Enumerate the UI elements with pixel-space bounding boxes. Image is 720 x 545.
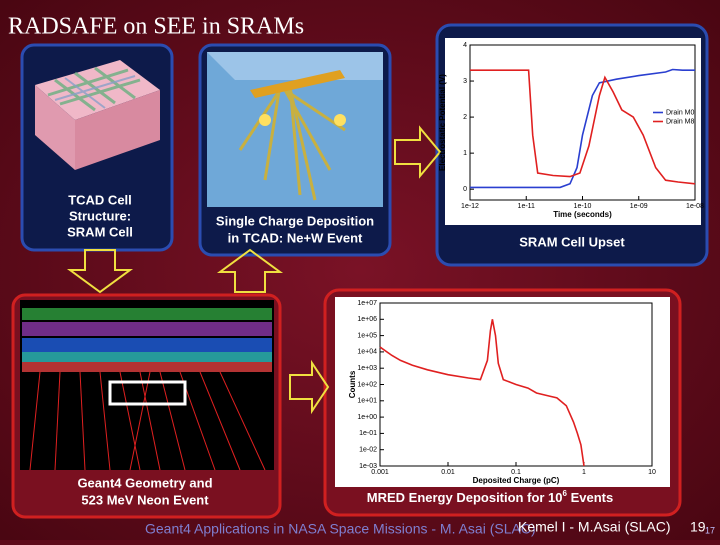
cell-image: [35, 60, 160, 170]
y-axis-label: Electrostatic Potential (V): [438, 74, 447, 171]
y-tick-label: 1: [463, 150, 467, 157]
x-tick-label: 1e-08: [686, 203, 704, 210]
y-tick-label: 1e+04: [357, 349, 377, 356]
y-tick-label: 1e-02: [359, 447, 377, 454]
y-tick-label: 0: [463, 186, 467, 193]
chart-background: [335, 297, 670, 487]
geant4-image: [20, 300, 274, 471]
x-tick-label: 1e-10: [574, 203, 592, 210]
y-tick-label: 1e+02: [357, 381, 377, 388]
caption: 523 MeV Neon Event: [81, 492, 209, 507]
y-tick-label: 1e+06: [357, 316, 377, 323]
caption-superscript: 6: [563, 489, 568, 498]
legend-label: Drain M8: [666, 118, 695, 125]
y-axis-label: Counts: [348, 370, 357, 398]
y-tick-label: 1e+03: [357, 365, 377, 372]
y-tick-label: 1e-01: [359, 430, 377, 437]
caption: MRED Energy Deposition for 106 Events: [367, 489, 613, 505]
x-tick-label: 0.1: [511, 469, 521, 476]
x-tick-label: 0.01: [441, 469, 455, 476]
x-tick-label: 1: [582, 469, 586, 476]
caption: Geant4 Geometry and: [77, 475, 212, 490]
y-tick-label: 1e+00: [357, 414, 377, 421]
y-tick-label: 1e+05: [357, 332, 377, 339]
caption-part: MRED Energy Deposition for 10: [367, 490, 563, 505]
legend-label: Drain M0: [666, 109, 695, 116]
y-tick-label: 2: [463, 114, 467, 121]
caption: TCAD Cell: [68, 192, 132, 207]
footer-text: Geant4 Applications in NASA Space Missio…: [145, 521, 536, 537]
x-tick-label: 1e-12: [461, 203, 479, 210]
caption: in TCAD: Ne+W Event: [228, 230, 363, 245]
x-axis-label: Time (seconds): [553, 210, 612, 219]
footer-credit: Kemel I - M.Asai (SLAC): [518, 519, 670, 535]
caption: SRAM Cell: [67, 224, 133, 239]
y-tick-label: 1e-03: [359, 463, 377, 470]
y-tick-label: 4: [463, 42, 467, 49]
y-tick-label: 3: [463, 78, 467, 85]
slide-title: RADSAFE on SEE in SRAMs: [8, 14, 304, 40]
deposition-image: [207, 52, 383, 207]
y-tick-label: 1e+01: [357, 398, 377, 405]
page-number: 19: [690, 519, 706, 535]
arrows: [66, 125, 442, 415]
caption-part: Events: [567, 490, 613, 505]
caption: Structure:: [69, 208, 131, 223]
x-tick-label: 10: [648, 469, 656, 476]
series-line: [470, 68, 695, 189]
x-tick-label: 0.001: [371, 469, 389, 476]
caption: Single Charge Deposition: [216, 213, 374, 228]
series-line: [379, 319, 585, 467]
x-tick-label: 1e-11: [518, 203, 535, 210]
chart-background: [445, 38, 701, 225]
y-tick-label: 1e+07: [357, 300, 377, 307]
x-axis-label: Deposited Charge (pC): [473, 476, 560, 485]
caption: SRAM Cell Upset: [519, 234, 625, 249]
page-number-small: 17: [705, 525, 715, 535]
x-tick-label: 1e-09: [630, 203, 648, 210]
series-line: [470, 69, 696, 185]
